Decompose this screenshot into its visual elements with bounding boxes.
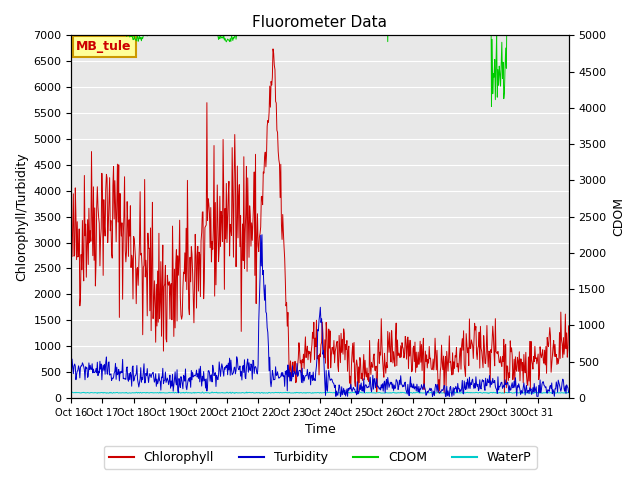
Title: Fluorometer Data: Fluorometer Data — [253, 15, 387, 30]
X-axis label: Time: Time — [305, 423, 335, 436]
Text: MB_tule: MB_tule — [76, 40, 132, 53]
Y-axis label: Chlorophyll/Turbidity: Chlorophyll/Turbidity — [15, 152, 28, 281]
Legend: Chlorophyll, Turbidity, CDOM, WaterP: Chlorophyll, Turbidity, CDOM, WaterP — [104, 446, 536, 469]
Y-axis label: CDOM: CDOM — [612, 197, 625, 236]
